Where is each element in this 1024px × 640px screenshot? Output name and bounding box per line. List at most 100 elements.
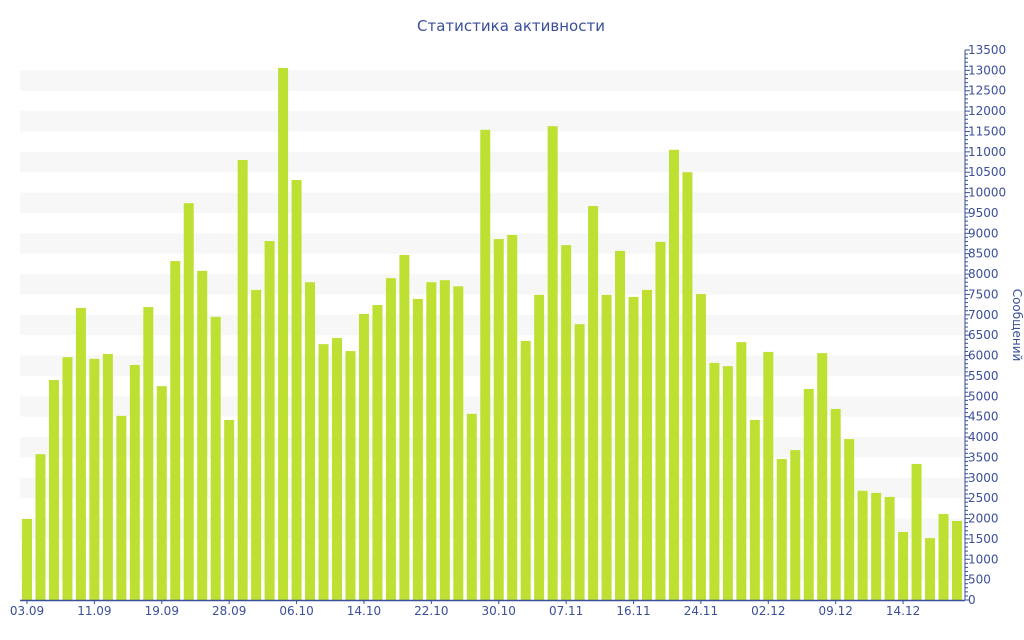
bar xyxy=(817,353,828,600)
bar xyxy=(507,234,518,601)
x-axis: 03.09 11.09 19.09 28.09 06.10 14.10 22.10 30.10… xyxy=(10,599,965,618)
bar xyxy=(35,454,46,600)
bar xyxy=(695,294,706,600)
bar xyxy=(871,492,882,600)
y-tick-label: 1500 xyxy=(968,532,999,546)
bar xyxy=(776,459,787,600)
bar xyxy=(952,520,962,600)
x-tick-label: 02.12 xyxy=(751,604,785,618)
bar xyxy=(358,314,369,600)
x-tick-label: 07.11 xyxy=(549,604,583,618)
x-tick-label: 11.09 xyxy=(77,604,111,618)
y-tick-label: 13500 xyxy=(968,43,1006,57)
bar xyxy=(642,289,652,600)
bar xyxy=(803,388,814,600)
bar xyxy=(493,239,504,600)
bar xyxy=(574,324,585,600)
x-tick-label: 30.10 xyxy=(482,604,516,618)
bar xyxy=(62,357,73,600)
grid-band xyxy=(20,314,965,336)
bar xyxy=(426,282,437,600)
y-tick-label: 1000 xyxy=(968,552,999,566)
y-tick-label: 2000 xyxy=(968,512,999,526)
x-tick-label: 09.12 xyxy=(819,604,853,618)
bar xyxy=(170,261,181,600)
bar xyxy=(466,413,477,600)
bar xyxy=(345,351,356,600)
bar xyxy=(197,270,208,600)
y-tick-label: 12000 xyxy=(968,104,1006,118)
y-tick-label: 10000 xyxy=(968,186,1006,200)
grid-band xyxy=(20,70,965,91)
bar xyxy=(412,298,423,600)
bar xyxy=(561,245,572,601)
bar xyxy=(251,289,262,600)
x-tick-label: 14.10 xyxy=(347,604,381,618)
y-tick-label: 6500 xyxy=(968,328,999,342)
bar xyxy=(22,518,32,600)
y-tick-label: 3000 xyxy=(968,471,999,485)
x-tick-label: 28.09 xyxy=(212,604,246,618)
bar xyxy=(439,280,450,600)
y-tick-label: 9000 xyxy=(968,226,999,240)
bar xyxy=(736,342,747,600)
bar xyxy=(210,316,221,600)
bar xyxy=(480,129,491,600)
bar xyxy=(116,415,127,600)
x-tick-label: 03.09 xyxy=(10,604,44,618)
bar xyxy=(102,353,113,600)
y-tick-label: 5500 xyxy=(968,369,999,383)
bar xyxy=(224,419,235,600)
bar xyxy=(183,203,194,600)
x-tick-label: 16.11 xyxy=(616,604,650,618)
grid-band xyxy=(20,192,965,213)
bar xyxy=(372,305,383,600)
y-tick-label: 9500 xyxy=(968,206,999,220)
bar xyxy=(682,172,693,600)
bar xyxy=(668,149,679,600)
bar xyxy=(628,296,639,600)
bar xyxy=(938,514,949,600)
grid-band xyxy=(20,274,965,295)
bar xyxy=(143,307,154,600)
x-tick-label: 19.09 xyxy=(145,604,179,618)
bar xyxy=(898,531,909,600)
bar xyxy=(89,358,100,600)
y-tick-label: 2500 xyxy=(968,491,999,505)
bar xyxy=(75,307,86,600)
x-tick-label: 24.11 xyxy=(684,604,718,618)
y-tick-label: 500 xyxy=(968,573,991,587)
y-tick-label: 5000 xyxy=(968,389,999,403)
grid-band xyxy=(20,151,965,173)
bar xyxy=(318,344,329,600)
bar xyxy=(911,463,922,600)
bar xyxy=(305,282,316,600)
bar xyxy=(520,340,531,600)
bar xyxy=(129,364,140,600)
x-tick-label: 06.10 xyxy=(279,604,313,618)
bar xyxy=(857,490,868,600)
bar xyxy=(615,250,626,600)
bar xyxy=(749,419,760,600)
bars xyxy=(22,67,962,601)
bar xyxy=(278,67,289,601)
bar xyxy=(291,179,302,601)
bar xyxy=(884,496,895,600)
bar xyxy=(156,386,167,600)
bar xyxy=(588,206,599,600)
bar xyxy=(237,160,248,600)
y-tick-label: 0 xyxy=(968,593,976,607)
bar xyxy=(534,294,545,600)
y-tick-label: 4000 xyxy=(968,430,999,444)
bar xyxy=(830,408,841,600)
chart-title: Статистика активности xyxy=(417,17,605,35)
y-tick-label: 11500 xyxy=(968,124,1006,138)
bar xyxy=(264,241,275,600)
bar xyxy=(453,286,464,600)
y-tick-label: 11000 xyxy=(968,145,1006,159)
grid-band xyxy=(20,233,965,254)
bar xyxy=(48,380,59,600)
y-tick-label: 6000 xyxy=(968,349,999,363)
bar xyxy=(722,366,733,600)
